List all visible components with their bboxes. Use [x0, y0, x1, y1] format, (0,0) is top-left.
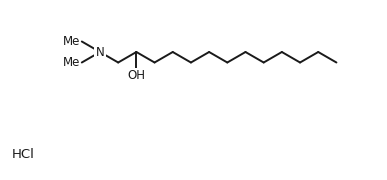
Text: N: N	[96, 46, 104, 58]
Text: OH: OH	[127, 69, 146, 82]
Text: HCl: HCl	[12, 148, 35, 161]
Text: Me: Me	[62, 35, 80, 48]
Text: Me: Me	[62, 56, 80, 69]
